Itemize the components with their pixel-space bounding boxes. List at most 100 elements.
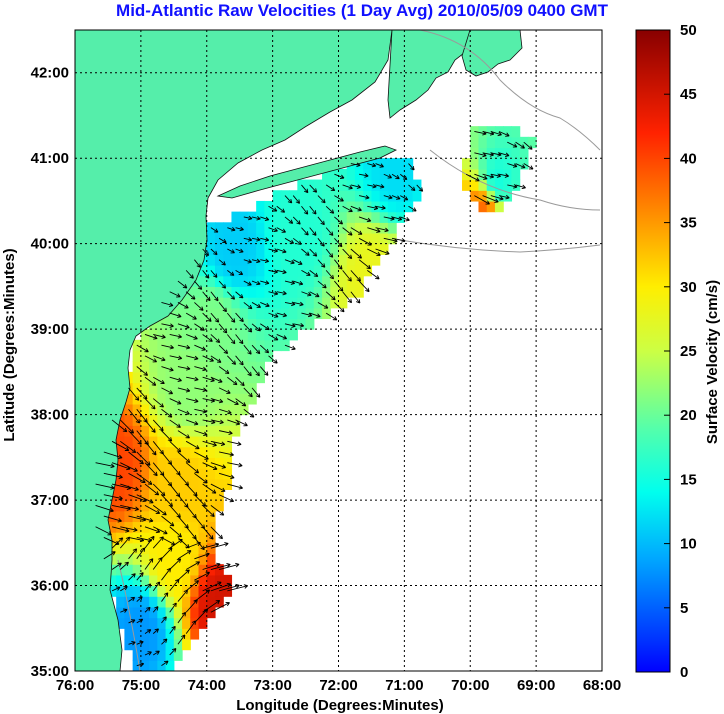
velocity-arrow [276, 290, 287, 296]
velocity-cell [149, 339, 158, 352]
velocity-cell [165, 628, 175, 640]
x-tick-label: 73:00 [253, 677, 291, 694]
y-tick-label: 37:00 [31, 492, 69, 509]
velocity-arrow [243, 280, 252, 286]
x-tick-label: 70:00 [451, 677, 489, 694]
velocity-arrow [202, 248, 210, 256]
velocity-cell [173, 585, 183, 597]
contour-line [419, 30, 601, 151]
mainland-coast [75, 30, 393, 671]
velocity-cell [157, 478, 167, 490]
velocity-cell [214, 222, 224, 234]
velocity-cell [124, 553, 134, 565]
velocity-arrow [325, 248, 334, 258]
velocity-cell [289, 222, 298, 234]
velocity-arrow [144, 376, 157, 386]
y-tick-label: 35:00 [31, 663, 69, 680]
velocity-cell [132, 628, 142, 640]
velocity-cell [289, 265, 298, 277]
velocity-arrow [227, 483, 243, 490]
velocity-arrow [375, 205, 386, 210]
velocity-cell [223, 361, 233, 373]
velocity-cell [190, 500, 200, 512]
velocity-cell [198, 510, 208, 523]
velocity-cell [247, 265, 257, 277]
velocity-arrow [292, 216, 301, 225]
velocity-cell [198, 275, 208, 287]
velocity-cell [354, 179, 364, 191]
velocity-cell [132, 435, 142, 448]
velocity-arrow [350, 270, 361, 282]
velocity-arrow [243, 302, 253, 310]
velocity-arrow [210, 462, 227, 469]
velocity-arrow [342, 227, 353, 236]
velocity-arrow [235, 376, 245, 387]
velocity-cell [190, 478, 200, 490]
velocity-arrow [202, 483, 217, 494]
velocity-arrow [185, 440, 200, 450]
velocity-cell [231, 211, 241, 223]
velocity-arrow [276, 227, 286, 233]
velocity-cell [173, 628, 183, 640]
velocity-arrow [243, 259, 252, 264]
contour-line [429, 149, 601, 211]
velocity-cell [132, 521, 142, 533]
velocity-cell [322, 254, 331, 266]
velocity-arrow [251, 323, 261, 332]
velocity-cell [206, 339, 216, 352]
velocity-cell [412, 190, 422, 202]
velocity-arrow [210, 505, 225, 516]
velocity-cell [494, 136, 504, 149]
velocity-cell [132, 542, 142, 555]
velocity-cell [132, 564, 142, 576]
velocity-cell [223, 275, 233, 287]
velocity-arrow [325, 291, 336, 301]
velocity-cell [198, 318, 208, 330]
velocity-cell [157, 617, 167, 629]
velocity-cell [149, 564, 158, 576]
velocity-cell [346, 211, 356, 223]
velocity-cell [503, 168, 513, 181]
velocity-cell [132, 553, 142, 565]
velocity-arrow [408, 184, 416, 192]
velocity-arrow [210, 312, 220, 323]
velocity-cell [173, 371, 183, 384]
velocity-cell [206, 510, 216, 523]
velocity-arrow [161, 323, 174, 328]
velocity-cell [404, 190, 414, 202]
velocity-cell [223, 574, 233, 587]
velocity-cell [223, 446, 233, 458]
velocity-cell [140, 468, 150, 480]
colorbar-label: Surface Velocity (cm/s) [704, 280, 721, 444]
velocity-arrow [144, 419, 156, 433]
velocity-cell [182, 382, 191, 394]
velocity-cell [223, 254, 233, 266]
velocity-cell [198, 574, 208, 587]
velocity-cell [322, 275, 331, 287]
velocity-cell [140, 585, 150, 597]
land-layer [75, 30, 523, 671]
velocity-arrow [293, 301, 304, 307]
velocity-cell [140, 660, 150, 671]
velocity-cell [363, 254, 373, 266]
velocity-arrow [268, 227, 278, 233]
velocity-cell [305, 318, 315, 330]
velocity-arrow [276, 248, 287, 254]
velocity-cell [140, 403, 150, 416]
y-tick-label: 42:00 [31, 65, 69, 82]
velocity-cell [223, 468, 233, 480]
velocity-arrow [309, 291, 320, 298]
velocity-cell [206, 532, 216, 544]
velocity-arrow [194, 387, 207, 392]
velocity-arrow [383, 194, 393, 200]
velocity-cell [354, 222, 364, 234]
velocity-arrow [210, 602, 230, 613]
velocity-cell [165, 339, 175, 352]
velocity-cell [190, 286, 200, 298]
velocity-cell [264, 318, 274, 330]
velocity-cell [297, 190, 307, 202]
velocity-arrow [474, 195, 490, 205]
velocity-cell [190, 617, 200, 629]
velocity-cell [239, 393, 249, 405]
